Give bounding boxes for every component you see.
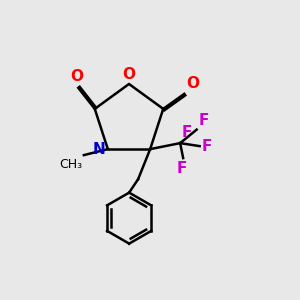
Text: F: F [198, 113, 208, 128]
Text: F: F [182, 125, 192, 140]
Text: O: O [70, 69, 83, 84]
Text: O: O [187, 76, 200, 91]
Text: F: F [176, 161, 187, 176]
Text: F: F [202, 139, 212, 154]
Text: O: O [122, 67, 136, 82]
Text: N: N [93, 142, 105, 157]
Text: CH₃: CH₃ [59, 158, 82, 171]
